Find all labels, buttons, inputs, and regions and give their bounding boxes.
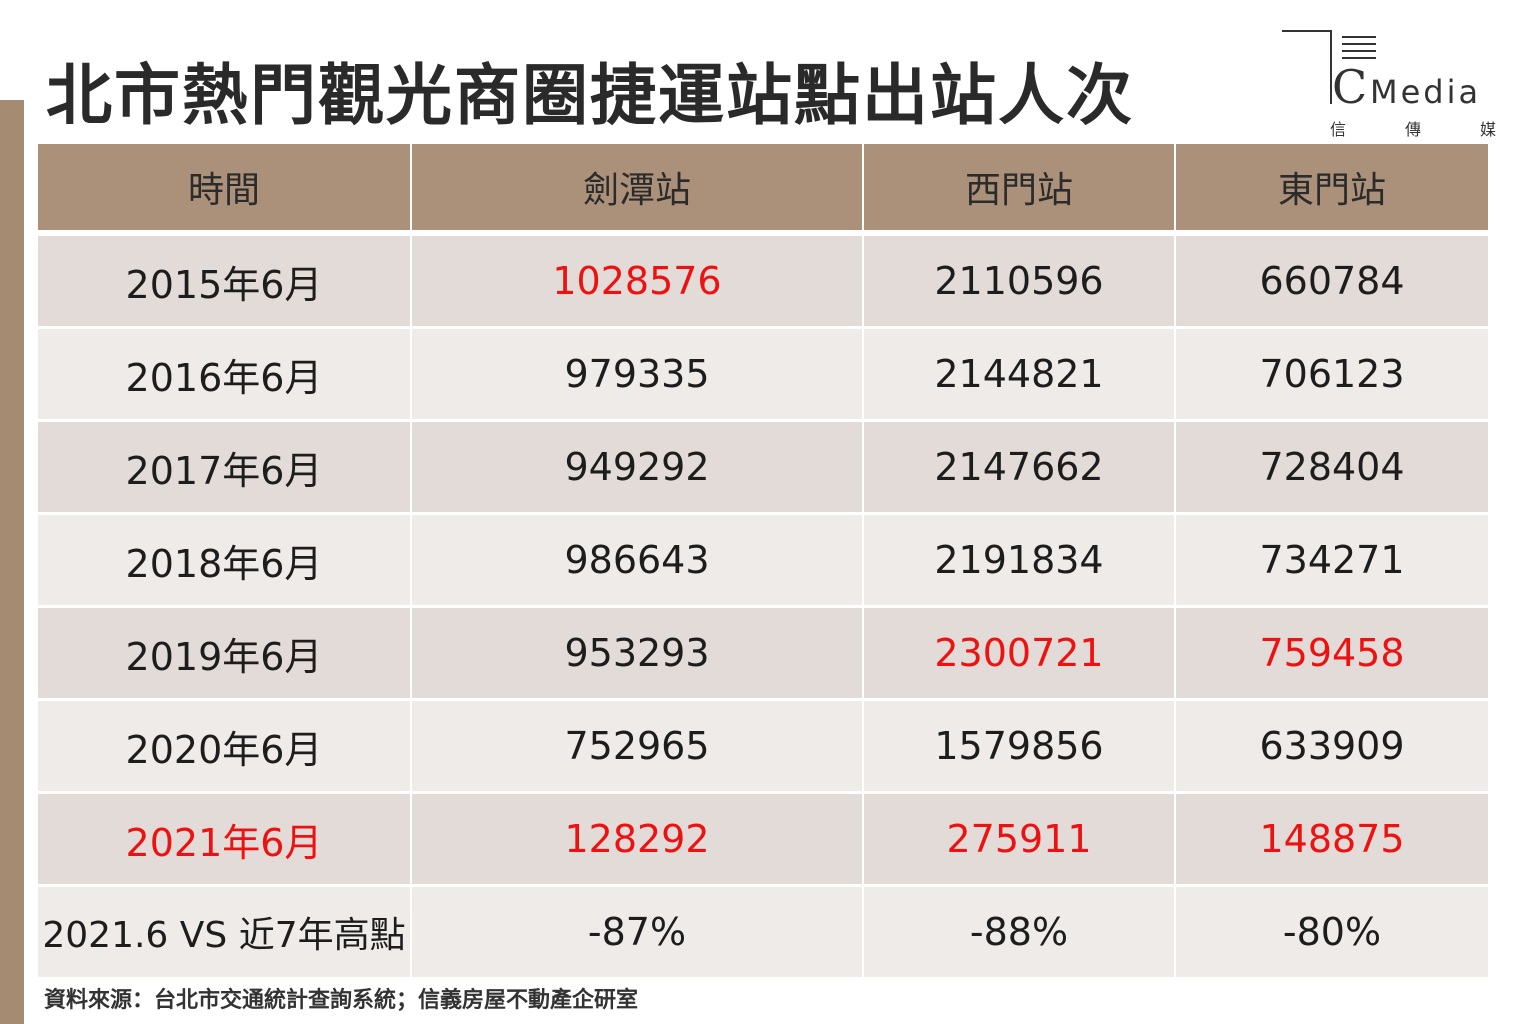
cell-dongmen: 728404 [1176, 422, 1488, 515]
table-row: 2018年6月 986643 2191834 734271 [38, 515, 1488, 608]
cell-jiantan: 953293 [412, 608, 864, 701]
cell-jiantan: 1028576 [412, 236, 864, 329]
cell-ximen: 2191834 [864, 515, 1176, 608]
row-label: 2019年6月 [38, 608, 412, 701]
logo-word: Media [1370, 73, 1482, 111]
logo-sub-char: 傳 [1404, 120, 1421, 139]
row-label: 2015年6月 [38, 236, 412, 329]
cell-dongmen: 148875 [1176, 794, 1488, 887]
row-label: 2016年6月 [38, 329, 412, 422]
table-body: 2015年6月 1028576 2110596 660784 2016年6月 979335… [38, 236, 1488, 980]
logo-subtitle: 信 傳 媒 [1330, 120, 1496, 140]
summary-cell-dongmen: -80% [1176, 887, 1488, 980]
ridership-table: 時間 劍潭站 西門站 東門站 2015年6月 1028576 2110596 6607… [38, 144, 1488, 980]
table-row: 2017年6月 949292 2147662 728404 [38, 422, 1488, 515]
summary-cell-jiantan: -87% [412, 887, 864, 980]
table-header-row: 時間 劍潭站 西門站 東門站 [38, 144, 1488, 236]
cell-jiantan: 128292 [412, 794, 864, 887]
cell-dongmen: 633909 [1176, 701, 1488, 794]
logo-sub-char: 媒 [1479, 120, 1496, 139]
table-row: 2015年6月 1028576 2110596 660784 [38, 236, 1488, 329]
summary-cell-ximen: -88% [864, 887, 1176, 980]
summary-row: 2021.6 VS 近7年高點 -87% -88% -80% [38, 887, 1488, 980]
cell-jiantan: 986643 [412, 515, 864, 608]
cell-dongmen: 759458 [1176, 608, 1488, 701]
source-note: 資料來源：台北市交通統計查詢系統；信義房屋不動產企研室 [44, 988, 639, 1013]
table-row: 2019年6月 953293 2300721 759458 [38, 608, 1488, 701]
cell-ximen: 2144821 [864, 329, 1176, 422]
cell-ximen: 2147662 [864, 422, 1176, 515]
page-title: 北市熱門觀光商圈捷運站點出站人次 [46, 57, 1134, 134]
cell-ximen: 1579856 [864, 701, 1176, 794]
summary-label: 2021.6 VS 近7年高點 [38, 887, 412, 980]
row-label: 2020年6月 [38, 701, 412, 794]
cell-jiantan: 949292 [412, 422, 864, 515]
cell-ximen: 2300721 [864, 608, 1176, 701]
side-accent-bar [0, 100, 24, 1024]
cell-dongmen: 734271 [1176, 515, 1488, 608]
table-row: 2016年6月 979335 2144821 706123 [38, 329, 1488, 422]
column-header-jiantan: 劍潭站 [412, 144, 864, 236]
logo-sub-char: 信 [1330, 120, 1347, 139]
cell-ximen: 275911 [864, 794, 1176, 887]
column-header-dongmen: 東門站 [1176, 144, 1488, 236]
row-label: 2021年6月 [38, 794, 412, 887]
table-row: 2020年6月 752965 1579856 633909 [38, 701, 1488, 794]
cell-dongmen: 706123 [1176, 329, 1488, 422]
row-label: 2018年6月 [38, 515, 412, 608]
logo-corner-mark [1282, 30, 1332, 104]
row-label: 2017年6月 [38, 422, 412, 515]
logo-initial: C [1332, 60, 1368, 114]
column-header-time: 時間 [38, 144, 412, 236]
cell-ximen: 2110596 [864, 236, 1176, 329]
logo-lines-mark [1342, 36, 1376, 64]
cell-dongmen: 660784 [1176, 236, 1488, 329]
column-header-ximen: 西門站 [864, 144, 1176, 236]
media-logo: C Media 信 傳 媒 [1282, 30, 1496, 142]
cell-jiantan: 752965 [412, 701, 864, 794]
cell-jiantan: 979335 [412, 329, 864, 422]
table-row: 2021年6月 128292 275911 148875 [38, 794, 1488, 887]
